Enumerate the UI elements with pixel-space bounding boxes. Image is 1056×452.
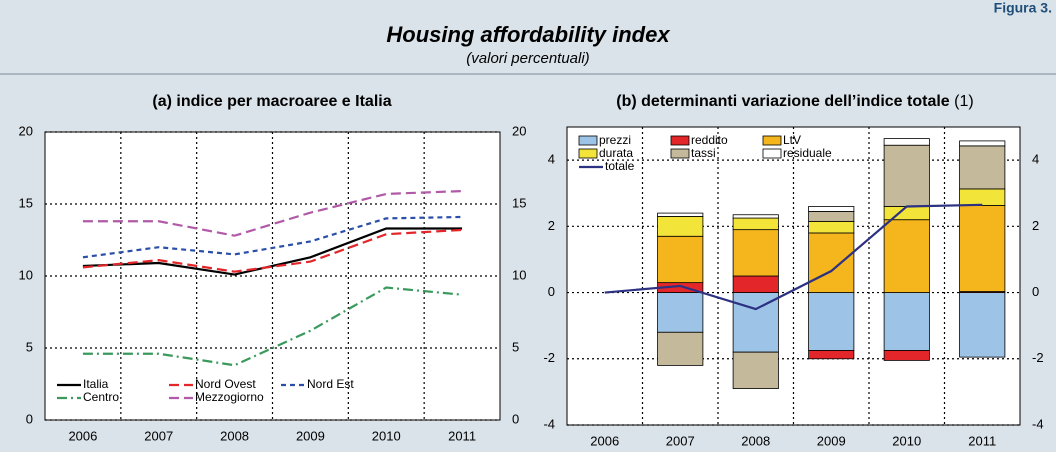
y2-tick-label: 0 [512,411,519,426]
series-line [82,228,463,273]
bar [959,145,1006,190]
plot-frame [44,131,501,421]
legend-label: Mezzogiorno [195,390,264,404]
bar [657,215,704,237]
bar [657,331,704,366]
y2-tick-label: 10 [512,267,526,282]
series-line [82,189,463,237]
bar [883,292,930,351]
y-tick-label: 5 [26,339,33,354]
bar [808,220,855,234]
series-line [82,215,463,259]
y2-tick-label: 4 [1032,152,1039,167]
legend-swatch [762,148,782,159]
bar [808,292,855,351]
bar [732,214,779,219]
y2-tick-label: 5 [512,339,519,354]
bar [657,212,704,217]
legend-label: tassi [691,146,716,160]
legend-swatch [578,148,598,159]
legend-swatch [578,135,598,146]
legend-label: durata [599,146,633,160]
legend-label: reddito [691,133,728,147]
legend-label: Italia [83,377,109,391]
x-tick-label: 2011 [448,428,476,443]
x-tick-label: 2008 [741,433,770,448]
y2-tick-label: -2 [1032,350,1044,365]
bar [959,292,1006,358]
legend-label: prezzi [599,133,631,147]
legend-label: totale [605,159,635,173]
legend-label: Centro [83,390,119,404]
bar [808,232,855,293]
legend-label: LtV [783,133,801,147]
y2-tick-label: 20 [512,123,526,138]
y-tick-label: 0 [26,411,33,426]
x-tick-label: 2010 [372,428,401,443]
y-tick-label: 15 [19,195,33,210]
figure-label: Figura 3. [994,0,1052,16]
y2-tick-label: 2 [1032,218,1039,233]
legend-swatch [670,135,690,146]
x-tick-label: 2006 [68,428,97,443]
bar [732,275,779,293]
x-tick-label: 2007 [144,428,173,443]
x-tick-label: 2010 [892,433,921,448]
bar [959,205,1006,292]
bar [732,229,779,277]
bar [959,140,1006,147]
y2-tick-label: -4 [1032,416,1044,431]
y2-tick-label: 0 [1032,284,1039,299]
plot-area [567,127,1020,425]
bar [808,350,855,360]
y-tick-label: 4 [548,152,555,167]
bar [959,188,1006,206]
y-tick-label: -2 [543,350,555,365]
bar [883,144,930,207]
x-tick-label: 2009 [817,433,846,448]
y2-tick-label: 15 [512,195,526,210]
panel-title-note: (1) [954,93,974,110]
bar [732,217,779,231]
legend-label: Nord Est [307,377,354,391]
x-tick-label: 2006 [590,433,619,448]
title: Housing affordability index [386,22,670,47]
x-tick-label: 2007 [666,433,695,448]
legend-label: Nord Ovest [195,377,256,391]
y-tick-label: 20 [19,123,33,138]
bar [732,351,779,389]
x-tick-label: 2011 [968,433,996,448]
legend-label: residuale [783,146,832,160]
series-line [604,203,983,311]
bar [657,235,704,284]
bar [657,292,704,333]
plot-frame [566,126,1021,426]
bar [883,219,930,293]
y-tick-label: 10 [19,267,33,282]
panel-title-main: (b) determinanti variazione dell’indice … [616,93,950,110]
panel-title: (a) indice per macroaree e Italia [152,93,391,110]
x-tick-label: 2008 [220,428,249,443]
x-tick-label: 2009 [296,428,325,443]
y-tick-label: 2 [548,218,555,233]
y-tick-label: -4 [543,416,555,431]
bar [808,211,855,222]
y-tick-label: 0 [548,284,555,299]
bar [883,138,930,146]
panel-title: (b) determinanti variazione dell’indice … [616,93,973,110]
bar [808,206,855,212]
bar [883,350,930,361]
legend-swatch [762,135,782,146]
series-line [82,227,463,276]
subtitle: (valori percentuali) [466,50,589,67]
series-line [82,286,463,367]
bar [883,206,930,221]
legend-swatch [670,148,690,159]
